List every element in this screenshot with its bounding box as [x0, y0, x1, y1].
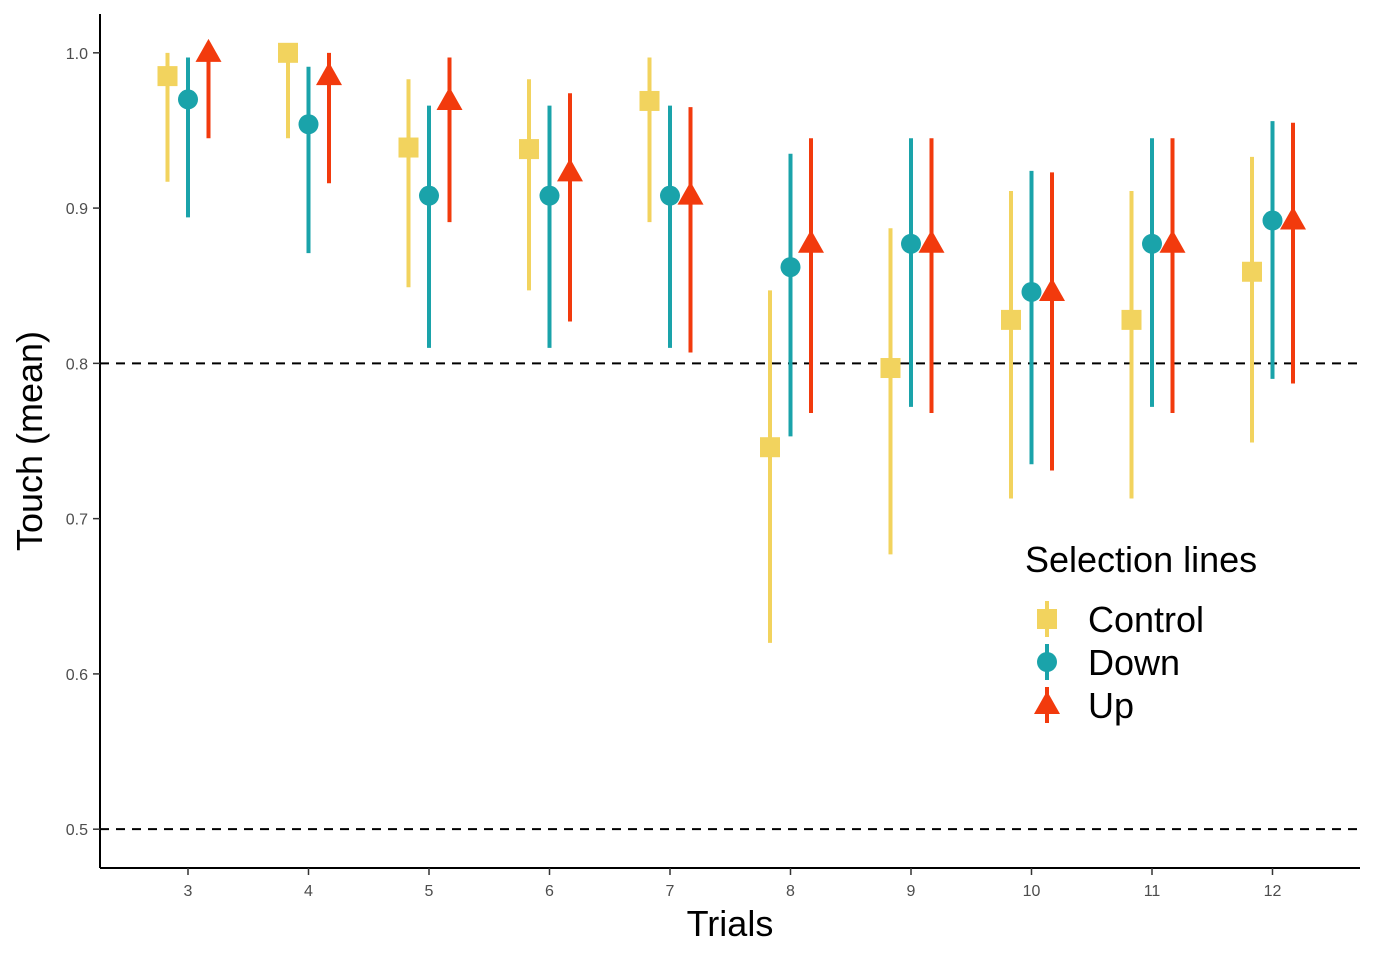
legend-key-square: [1037, 609, 1057, 629]
legend-label: Down: [1088, 642, 1180, 683]
y-tick-label: 0.7: [66, 512, 88, 529]
data-point: [880, 358, 901, 379]
y-axis-title: Touch (mean): [9, 331, 50, 551]
legend-item: Up: [1034, 685, 1134, 726]
data-point: [419, 185, 439, 206]
axes: 0.5 0.6 0.7 0.8 0.9 1.0 3 4 5 6 7 8 9 10 11 12: [66, 14, 1360, 900]
plot-marks: [157, 38, 1306, 643]
legend-label: Control: [1088, 599, 1204, 640]
reference-lines: [100, 362, 1360, 831]
y-tick-label: 0.5: [66, 822, 88, 839]
data-point: [178, 89, 198, 110]
data-point: [1159, 229, 1186, 253]
x-tick-label: 7: [666, 883, 675, 900]
legend-title: Selection lines: [1025, 539, 1257, 580]
data-point: [677, 181, 704, 205]
data-point: [1142, 233, 1162, 254]
y-tick-label: 0.6: [66, 667, 88, 684]
data-point: [1039, 277, 1065, 301]
y-tick-label: 1.0: [66, 46, 88, 63]
data-point: [157, 66, 178, 87]
data-point: [298, 114, 319, 135]
data-point: [195, 38, 222, 62]
data-point: [1021, 281, 1042, 302]
data-point: [798, 229, 824, 253]
data-point: [1262, 210, 1283, 231]
series-down: [178, 57, 1283, 465]
y-tick-label: 0.9: [66, 201, 88, 218]
data-point: [780, 257, 801, 278]
x-tick-label: 10: [1023, 883, 1041, 900]
x-axis-title: Trials: [687, 903, 774, 944]
x-tick-label: 8: [786, 883, 795, 900]
x-tick-label: 6: [545, 883, 554, 900]
y-tick-label: 0.8: [66, 356, 88, 373]
data-point: [901, 233, 921, 254]
data-point: [316, 62, 342, 86]
legend-item: Down: [1037, 642, 1180, 683]
data-point: [1280, 206, 1306, 230]
data-point: [639, 90, 660, 111]
data-point: [660, 185, 680, 206]
x-tick-label: 5: [425, 883, 434, 900]
data-point: [1001, 309, 1021, 330]
data-point: [1242, 261, 1262, 282]
series-up: [195, 38, 1306, 471]
data-point: [1121, 309, 1142, 330]
x-tick-label: 12: [1264, 883, 1282, 900]
data-point: [918, 229, 945, 253]
x-tick-label: 4: [304, 883, 313, 900]
legend-key-circle: [1037, 652, 1057, 672]
data-point: [436, 86, 463, 110]
legend-label: Up: [1088, 685, 1134, 726]
legend-item: Control: [1037, 599, 1204, 640]
x-tick-label: 9: [907, 883, 916, 900]
legend-key-triangle: [1034, 691, 1060, 714]
x-tick-label: 11: [1144, 883, 1161, 900]
data-point: [539, 185, 560, 206]
data-point: [519, 139, 539, 160]
data-point: [760, 437, 780, 458]
data-point: [398, 137, 419, 158]
series-control: [157, 42, 1262, 643]
data-point: [557, 158, 583, 182]
data-point: [278, 42, 298, 63]
x-tick-label: 3: [184, 883, 193, 900]
